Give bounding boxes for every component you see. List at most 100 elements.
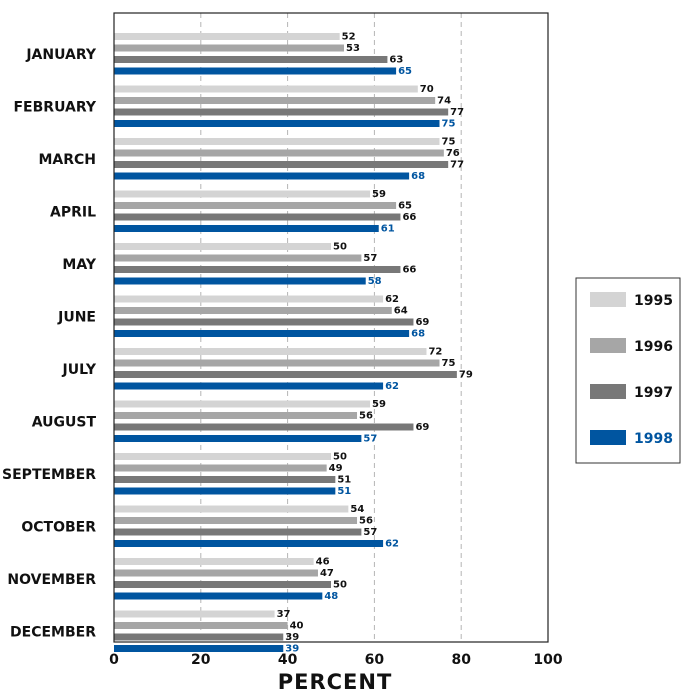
bar-november-1995 — [114, 558, 314, 565]
value-label-april-1996: 65 — [398, 201, 412, 212]
legend-swatch-1996 — [590, 338, 626, 353]
bar-june-1996 — [114, 307, 392, 314]
bar-may-1998 — [114, 277, 366, 285]
value-label-october-1998: 62 — [385, 539, 399, 550]
bar-june-1998 — [114, 330, 410, 337]
bar-may-1995 — [114, 243, 331, 250]
value-label-november-1995: 46 — [316, 557, 330, 568]
legend-label-1995: 1995 — [634, 293, 673, 309]
x-tick-label-40: 40 — [278, 652, 298, 668]
bar-january-1998 — [114, 67, 397, 75]
category-label-july: JULY — [62, 362, 97, 378]
value-label-may-1995: 50 — [333, 242, 347, 253]
bar-april-1997 — [114, 213, 401, 221]
category-label-february: FEBRUARY — [13, 99, 96, 115]
bar-september-1997 — [114, 476, 336, 483]
bar-november-1996 — [114, 569, 318, 577]
bar-december-1997 — [114, 633, 284, 641]
category-label-august: AUGUST — [32, 414, 97, 430]
bar-march-1995 — [114, 138, 440, 145]
bar-january-1996 — [114, 44, 345, 52]
category-label-september: SEPTEMBER — [2, 467, 96, 483]
x-tick-labels: 0 20 40 60 80 100 — [109, 652, 563, 668]
bar-august-1995 — [114, 400, 371, 408]
value-label-january-1996: 53 — [346, 43, 360, 54]
plot-frame — [113, 12, 549, 643]
value-label-october-1995: 54 — [350, 504, 364, 515]
value-label-march-1997: 77 — [450, 160, 464, 171]
bar-december-1998 — [114, 645, 284, 652]
category-label-june: JUNE — [57, 309, 96, 325]
value-label-august-1996: 56 — [359, 411, 373, 422]
bar-november-1997 — [114, 581, 331, 588]
value-label-september-1998: 51 — [337, 486, 351, 497]
category-label-april: APRIL — [50, 204, 96, 220]
bar-october-1998 — [114, 540, 384, 547]
bar-july-1998 — [114, 382, 384, 390]
bar-june-1995 — [114, 295, 384, 303]
value-label-december-1998: 39 — [285, 644, 299, 655]
bar-november-1998 — [114, 592, 323, 600]
value-label-april-1997: 66 — [402, 212, 416, 223]
bar-september-1995 — [114, 453, 331, 460]
value-label-november-1996: 47 — [320, 568, 334, 579]
value-label-november-1997: 50 — [333, 580, 347, 591]
x-axis-title: PERCENT — [278, 670, 393, 690]
grid-lines — [200, 13, 462, 642]
value-label-june-1997: 69 — [415, 317, 429, 328]
value-label-september-1996: 49 — [329, 463, 343, 474]
value-label-may-1996: 57 — [363, 253, 377, 264]
value-label-february-1995: 70 — [420, 84, 434, 95]
value-label-july-1995: 72 — [428, 347, 442, 358]
bar-august-1998 — [114, 435, 362, 442]
x-tick-label-100: 100 — [533, 652, 562, 668]
bar-february-1996 — [114, 97, 436, 104]
x-tick-label-0: 0 — [109, 652, 119, 668]
bar-january-1997 — [114, 56, 388, 63]
value-label-july-1996: 75 — [442, 358, 456, 369]
value-label-august-1997: 69 — [415, 422, 429, 433]
bar-may-1997 — [114, 266, 401, 273]
bar-december-1995 — [114, 610, 275, 618]
bar-april-1995 — [114, 190, 371, 198]
value-label-november-1998: 48 — [324, 591, 338, 602]
x-tick-label-80: 80 — [451, 652, 471, 668]
bar-august-1997 — [114, 423, 414, 431]
bar-october-1997 — [114, 528, 362, 536]
value-label-february-1997: 77 — [450, 107, 464, 118]
value-label-january-1997: 63 — [389, 55, 403, 66]
category-label-may: MAY — [62, 257, 96, 273]
bar-august-1996 — [114, 412, 358, 419]
category-label-january: JANUARY — [25, 47, 97, 63]
bar-october-1996 — [114, 517, 358, 524]
value-label-october-1997: 57 — [363, 527, 377, 538]
value-label-may-1997: 66 — [402, 265, 416, 276]
bar-december-1996 — [114, 622, 288, 629]
value-label-december-1996: 40 — [290, 621, 304, 632]
value-label-march-1996: 76 — [446, 148, 460, 159]
category-label-december: DECEMBER — [10, 624, 96, 640]
x-tick-label-60: 60 — [365, 652, 385, 668]
value-label-february-1998: 75 — [442, 119, 456, 130]
legend-label-1997: 1997 — [634, 385, 673, 401]
category-label-november: NOVEMBER — [7, 572, 96, 588]
value-label-july-1997: 79 — [459, 370, 473, 381]
bar-july-1997 — [114, 371, 457, 378]
value-label-december-1997: 39 — [285, 632, 299, 643]
bar-march-1998 — [114, 172, 410, 180]
bar-january-1995 — [114, 33, 340, 40]
category-label-march: MARCH — [38, 152, 96, 168]
legend-label-1998: 1998 — [634, 431, 673, 447]
bar-february-1998 — [114, 120, 440, 127]
bar-may-1996 — [114, 254, 362, 262]
value-label-june-1998: 68 — [411, 329, 425, 340]
bar-february-1997 — [114, 108, 449, 116]
bar-october-1995 — [114, 505, 349, 513]
value-label-may-1998: 58 — [368, 276, 382, 287]
value-label-january-1998: 65 — [398, 66, 412, 77]
value-label-october-1996: 56 — [359, 516, 373, 527]
category-label-october: OCTOBER — [21, 519, 96, 535]
category-labels: JANUARY FEBRUARY MARCH APRIL MAY JUNE JULY AUGU… — [2, 47, 97, 641]
legend: 1995 1996 1997 1998 — [575, 277, 681, 464]
